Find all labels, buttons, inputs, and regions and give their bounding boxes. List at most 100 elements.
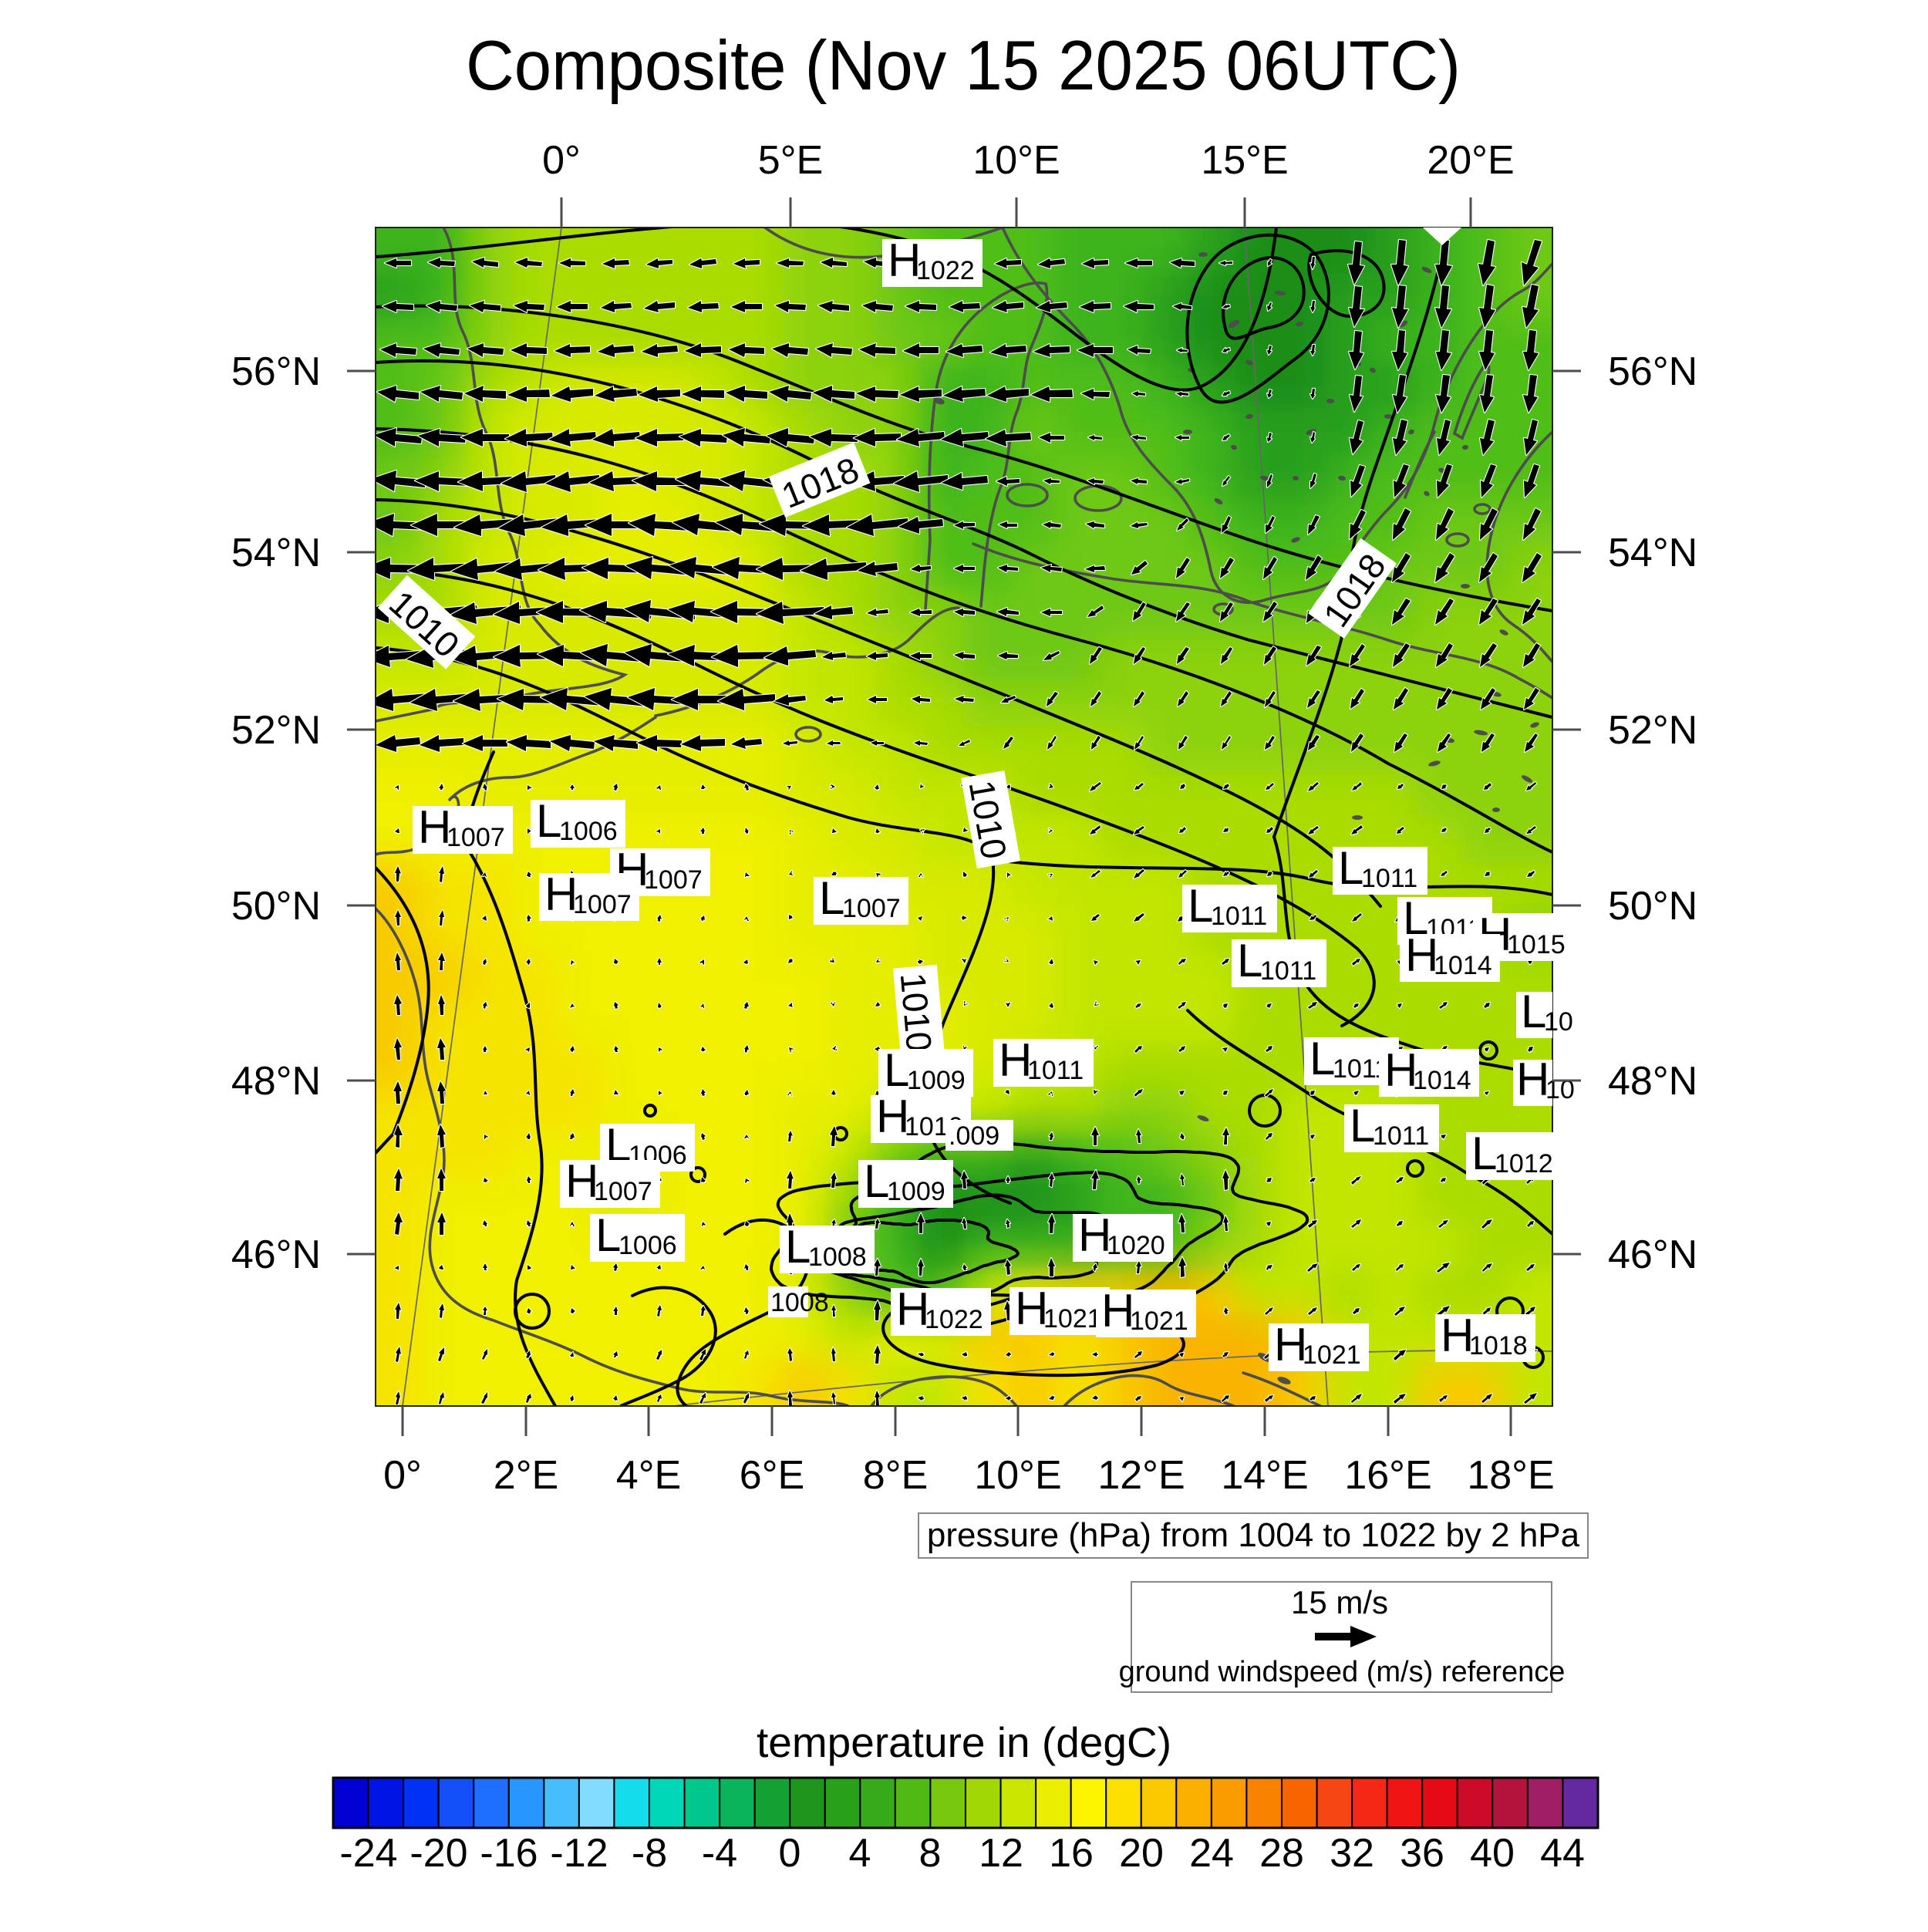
svg-text:H: H — [1078, 1209, 1111, 1261]
svg-text:10: 10 — [1544, 1007, 1573, 1037]
svg-text:H: H — [1274, 1319, 1307, 1371]
svg-text:1022: 1022 — [916, 256, 975, 285]
svg-text:1007: 1007 — [644, 865, 703, 895]
svg-text:L: L — [864, 1155, 889, 1207]
svg-text:H: H — [418, 801, 451, 853]
svg-text:H: H — [1516, 1054, 1549, 1105]
svg-text:ground windspeed (m/s) referen: ground windspeed (m/s) reference — [1119, 1656, 1566, 1688]
svg-text:1018: 1018 — [1469, 1331, 1528, 1360]
svg-text:1011: 1011 — [1260, 956, 1316, 986]
svg-text:4: 4 — [849, 1831, 871, 1876]
svg-text:1006: 1006 — [559, 817, 618, 846]
svg-text:28: 28 — [1259, 1831, 1304, 1876]
svg-text:48°N: 48°N — [1608, 1059, 1697, 1104]
svg-text:H: H — [1384, 1044, 1417, 1096]
svg-text:20°E: 20°E — [1427, 138, 1514, 183]
svg-text:10°E: 10°E — [972, 138, 1060, 183]
svg-text:16: 16 — [1049, 1831, 1094, 1876]
svg-text:1015: 1015 — [1507, 930, 1566, 959]
svg-text:1020: 1020 — [1107, 1231, 1165, 1260]
svg-text:0°: 0° — [383, 1453, 422, 1498]
svg-text:H: H — [896, 1283, 929, 1335]
svg-text:32: 32 — [1330, 1831, 1374, 1876]
svg-text:-16: -16 — [480, 1831, 538, 1876]
svg-text:0: 0 — [779, 1831, 801, 1876]
svg-text:48°N: 48°N — [231, 1059, 321, 1104]
svg-text:L: L — [1237, 935, 1262, 986]
svg-text:12°E: 12°E — [1097, 1453, 1185, 1498]
svg-text:H: H — [888, 234, 921, 286]
svg-text:L: L — [1309, 1033, 1335, 1084]
svg-text:H: H — [565, 1155, 598, 1207]
svg-text:L: L — [785, 1221, 811, 1273]
svg-text:temperature in (degC): temperature in (degC) — [757, 1718, 1171, 1766]
svg-text:1011: 1011 — [1373, 1121, 1429, 1151]
svg-text:H: H — [1015, 1283, 1048, 1334]
svg-text:4°E: 4°E — [616, 1453, 681, 1498]
svg-text:1011: 1011 — [1361, 864, 1417, 893]
svg-text:H: H — [1441, 1310, 1474, 1361]
svg-text:L: L — [1471, 1128, 1497, 1179]
svg-text:20: 20 — [1119, 1831, 1164, 1876]
svg-text:46°N: 46°N — [231, 1232, 321, 1277]
svg-text:56°N: 56°N — [1608, 349, 1697, 394]
svg-text:L: L — [1338, 842, 1363, 894]
svg-text:1010: 1010 — [893, 971, 940, 1053]
svg-text:1021: 1021 — [1303, 1340, 1361, 1370]
svg-text:1008: 1008 — [770, 1288, 829, 1317]
svg-text:L: L — [1521, 986, 1546, 1037]
svg-text:54°N: 54°N — [231, 531, 321, 575]
svg-text:H: H — [999, 1034, 1032, 1086]
svg-text:1021: 1021 — [1043, 1304, 1102, 1334]
svg-text:Composite (Nov 15 2025 06UTC): Composite (Nov 15 2025 06UTC) — [466, 27, 1461, 105]
svg-text:-12: -12 — [550, 1831, 608, 1876]
svg-text:1011: 1011 — [1027, 1056, 1084, 1085]
svg-text:H: H — [1101, 1285, 1134, 1337]
svg-text:L: L — [884, 1044, 909, 1096]
svg-text:-4: -4 — [702, 1831, 737, 1876]
svg-text:H: H — [1405, 929, 1438, 981]
svg-text:50°N: 50°N — [231, 884, 321, 929]
svg-text:0°: 0° — [542, 138, 581, 183]
svg-text:8°E: 8°E — [863, 1453, 928, 1498]
svg-text:18°E: 18°E — [1467, 1453, 1554, 1498]
svg-text:-8: -8 — [632, 1831, 667, 1876]
svg-text:L: L — [819, 872, 844, 924]
svg-text:44: 44 — [1540, 1831, 1585, 1876]
svg-text:1007: 1007 — [594, 1177, 652, 1206]
svg-text:14°E: 14°E — [1221, 1453, 1308, 1498]
svg-text:50°N: 50°N — [1608, 884, 1697, 929]
svg-text:.009: .009 — [949, 1121, 999, 1151]
svg-text:1022: 1022 — [925, 1305, 983, 1334]
svg-text:15 m/s: 15 m/s — [1291, 1584, 1388, 1620]
svg-text:1007: 1007 — [447, 823, 505, 852]
svg-text:8: 8 — [919, 1831, 942, 1876]
svg-text:52°N: 52°N — [231, 708, 321, 753]
svg-text:52°N: 52°N — [1608, 708, 1697, 753]
svg-text:1012: 1012 — [1495, 1149, 1553, 1178]
svg-text:54°N: 54°N — [1608, 531, 1697, 575]
svg-text:1007: 1007 — [573, 890, 632, 919]
svg-text:L: L — [1350, 1100, 1375, 1151]
svg-text:L: L — [595, 1209, 621, 1261]
svg-text:1007: 1007 — [842, 894, 901, 923]
svg-text:56°N: 56°N — [231, 349, 321, 394]
svg-text:1021: 1021 — [1130, 1307, 1188, 1336]
svg-text:10°E: 10°E — [974, 1453, 1061, 1498]
svg-text:1006: 1006 — [619, 1231, 677, 1260]
svg-text:1009: 1009 — [907, 1066, 966, 1095]
svg-text:46°N: 46°N — [1608, 1232, 1697, 1277]
svg-text:36: 36 — [1400, 1831, 1444, 1876]
svg-text:1011: 1011 — [1211, 902, 1267, 931]
svg-text:1009: 1009 — [887, 1177, 945, 1206]
svg-text:16°E: 16°E — [1344, 1453, 1431, 1498]
svg-text:1014: 1014 — [1413, 1066, 1471, 1095]
svg-text:H: H — [876, 1091, 909, 1142]
svg-text:L: L — [1188, 880, 1213, 932]
svg-text:L: L — [536, 795, 561, 847]
svg-text:-24: -24 — [339, 1831, 397, 1876]
svg-text:-20: -20 — [410, 1831, 467, 1876]
svg-text:12: 12 — [979, 1831, 1023, 1876]
svg-text:40: 40 — [1470, 1831, 1515, 1876]
svg-text:1008: 1008 — [808, 1242, 867, 1272]
